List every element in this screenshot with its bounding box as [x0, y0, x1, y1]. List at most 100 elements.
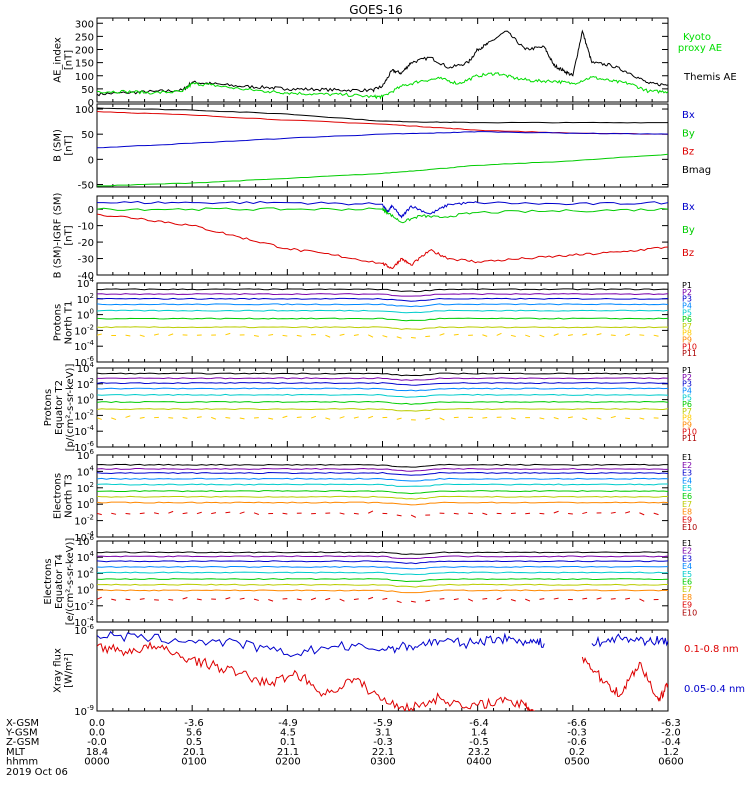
- ephemeris-row-label: Z-GSM: [6, 737, 39, 748]
- panel-frame: [96, 540, 669, 623]
- y-tick-label: 102: [77, 566, 94, 580]
- legend-entry: E6: [682, 578, 692, 587]
- series-line: [453, 333, 459, 336]
- y-axis-label: North T1: [64, 301, 75, 345]
- series-line: [97, 472, 668, 476]
- series-line: [525, 334, 531, 338]
- panel-bigrf: 0 -10 -20 -30 -40 B (SM)-IGRF (SM) [nT] Bx By Bz: [53, 193, 695, 282]
- legend-entry: P7: [682, 322, 692, 331]
- panel-plot-area: [97, 288, 668, 339]
- series-line: [353, 598, 359, 600]
- series-line: [97, 400, 668, 405]
- y-tick-exponent: -4: [87, 615, 95, 623]
- y-tick-label: 100: [75, 72, 94, 83]
- series-line: [182, 417, 188, 419]
- series-line: [510, 334, 516, 337]
- y-axis-label: [nT]: [64, 50, 75, 70]
- series-line: [467, 598, 474, 602]
- y-axis-label: [nT]: [64, 135, 75, 155]
- series-line: [97, 490, 668, 495]
- y-tick-label: 10-4: [74, 339, 94, 353]
- series-line: [139, 512, 145, 515]
- y-tick-exponent: 0: [90, 393, 94, 401]
- y-axis-label: [nT]: [64, 225, 75, 245]
- ephemeris-value: 18.4: [86, 747, 108, 758]
- y-axis-label: B (SM): [53, 129, 64, 162]
- legend-entry: E7: [682, 500, 692, 509]
- series-line: [239, 417, 245, 420]
- y-tick-exponent: 4: [90, 276, 95, 284]
- y-tick-exponent: -4: [87, 424, 95, 432]
- series-line: [482, 512, 488, 516]
- y-axis-label: [p/(cm²-s-sr-keV)]: [65, 364, 76, 452]
- y-tick-label: -20: [78, 238, 94, 249]
- y-tick-exponent: 2: [90, 292, 94, 300]
- series-line: [253, 335, 259, 337]
- series-line: [368, 596, 374, 600]
- ephemeris-value: -0.6: [567, 737, 587, 748]
- ephemeris-value: 1.2: [663, 747, 679, 758]
- series-line: [382, 335, 388, 338]
- series-line: [539, 334, 545, 338]
- series-line: [282, 334, 288, 337]
- y-tick-label: 102: [77, 481, 94, 495]
- series-line: [111, 512, 117, 515]
- series-line: [253, 512, 259, 515]
- series-line: [339, 598, 345, 602]
- y-tick-label: 102: [77, 292, 94, 306]
- y-tick-exponent: -6: [87, 355, 95, 363]
- series-line: [97, 565, 668, 570]
- series-line: [353, 512, 359, 515]
- ephemeris-value: -2.0: [661, 728, 681, 739]
- series-line: [553, 597, 559, 600]
- y-tick-label: 200: [75, 46, 94, 57]
- y-tick-label: 50: [81, 130, 94, 141]
- series-line: [97, 288, 668, 293]
- y-tick-exponent: 2: [90, 377, 94, 385]
- ephemeris-value: -6.4: [469, 718, 489, 729]
- series-line: [225, 332, 231, 336]
- y-tick-exponent: -9: [87, 704, 94, 712]
- y-tick-label: -50: [78, 180, 94, 191]
- ephemeris-value: -6.6: [567, 718, 587, 729]
- y-axis-label: Equator T2: [54, 380, 65, 435]
- legend-entry: E4: [682, 476, 692, 485]
- legend-entry: E2: [682, 547, 692, 556]
- panel-plot-area: [97, 372, 668, 421]
- series-line: [525, 598, 531, 602]
- series-line: [182, 596, 188, 600]
- series-line: [496, 597, 502, 601]
- legend-entry: E1: [682, 539, 692, 548]
- ephemeris-row-label: X-GSM: [6, 718, 39, 729]
- series-line: [368, 510, 374, 514]
- ephemeris-value: 0300: [370, 756, 395, 767]
- legend-entry: P6: [682, 400, 692, 409]
- y-axis-label: Electrons: [53, 473, 64, 519]
- series-line: [639, 598, 645, 602]
- y-tick-exponent: -6: [87, 440, 95, 448]
- legend-entry: P6: [682, 315, 692, 324]
- series-line: [168, 510, 174, 514]
- ephemeris-value: 5.6: [186, 728, 202, 739]
- plot-title: GOES-16: [349, 3, 403, 17]
- y-axis-label: North T3: [64, 474, 75, 518]
- series-line: [596, 333, 602, 336]
- ephemeris-value: 0.1: [280, 737, 296, 748]
- series-line: [325, 417, 331, 420]
- series-line: [468, 512, 473, 515]
- y-tick-label: 0: [88, 98, 94, 109]
- y-tick-label: 10-6: [74, 623, 94, 637]
- panel-plot-area: [97, 107, 668, 187]
- y-tick-label: 300: [75, 19, 94, 30]
- y-tick-exponent: 4: [90, 464, 95, 472]
- series-line: [268, 417, 274, 420]
- series-line: [325, 597, 331, 601]
- series-line: [282, 512, 288, 515]
- y-axis-label: Protons: [53, 304, 64, 341]
- legend-entry: Themis AE: [683, 72, 737, 83]
- series-line: [539, 417, 545, 420]
- y-tick-exponent: -2: [87, 323, 94, 331]
- series-line: [482, 334, 488, 337]
- series-line: [339, 512, 345, 515]
